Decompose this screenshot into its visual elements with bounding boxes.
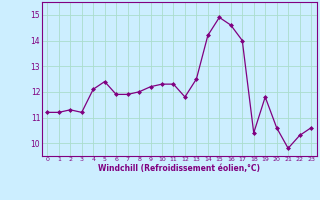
X-axis label: Windchill (Refroidissement éolien,°C): Windchill (Refroidissement éolien,°C) [98,164,260,173]
